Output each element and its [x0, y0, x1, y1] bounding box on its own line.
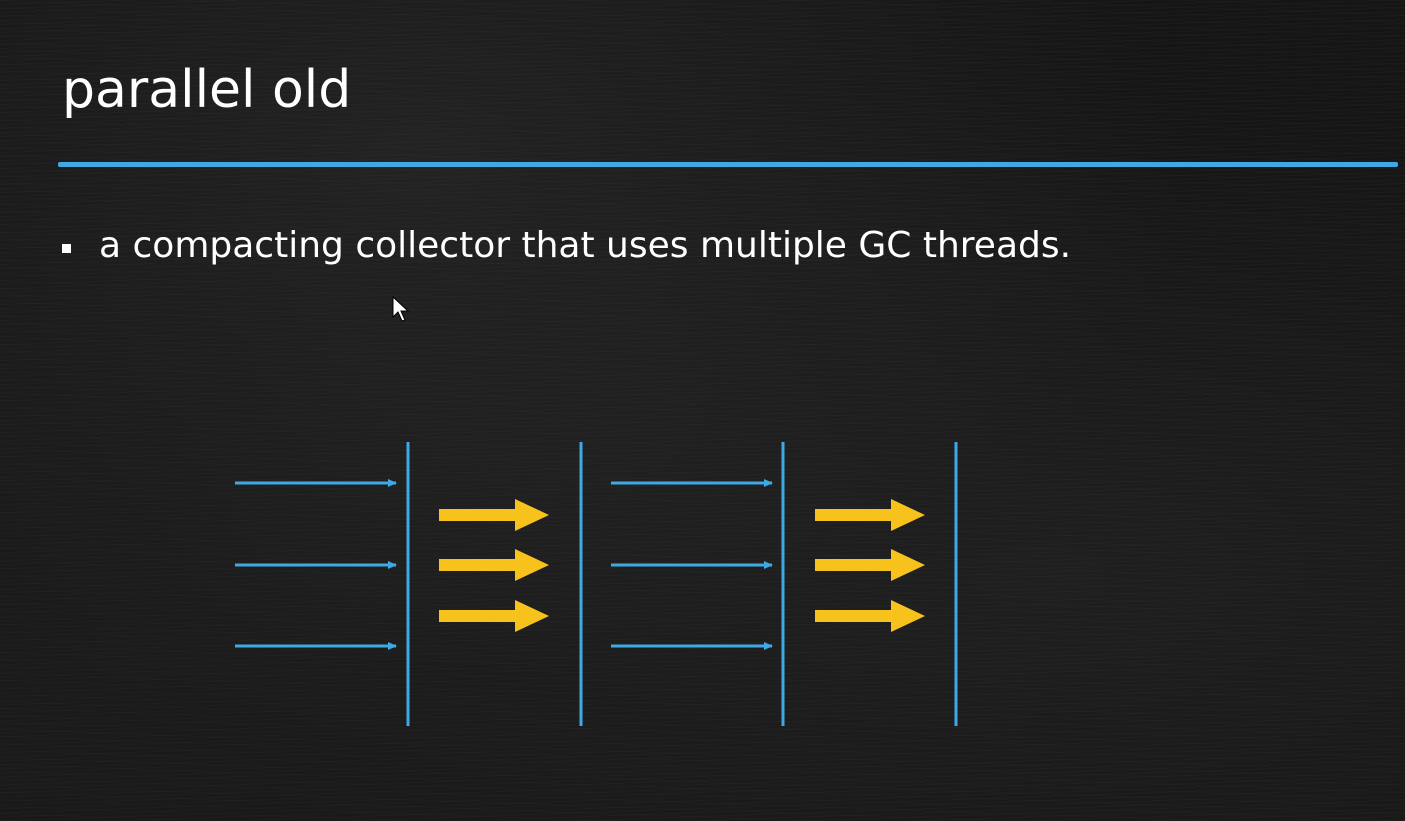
- gc-thread-arrow: [439, 549, 549, 581]
- bullet-square-icon: [62, 243, 71, 253]
- slide-title: parallel old: [62, 60, 352, 120]
- gc-thread-arrow: [815, 549, 925, 581]
- gc-thread-arrow: [439, 499, 549, 531]
- gc-thread-arrow: [815, 499, 925, 531]
- bullet-item: a compacting collector that uses multipl…: [62, 222, 1071, 270]
- app-threads-group-1: [235, 479, 397, 650]
- title-underline: [58, 162, 1398, 167]
- gc-threads-group-1: [439, 499, 549, 632]
- gc-threads-group-2: [815, 499, 925, 632]
- app-threads-group-2: [611, 479, 773, 650]
- mouse-pointer-icon: [392, 296, 410, 322]
- gc-thread-arrow: [815, 600, 925, 632]
- gc-thread-arrow: [439, 600, 549, 632]
- bullet-text: a compacting collector that uses multipl…: [99, 225, 1072, 266]
